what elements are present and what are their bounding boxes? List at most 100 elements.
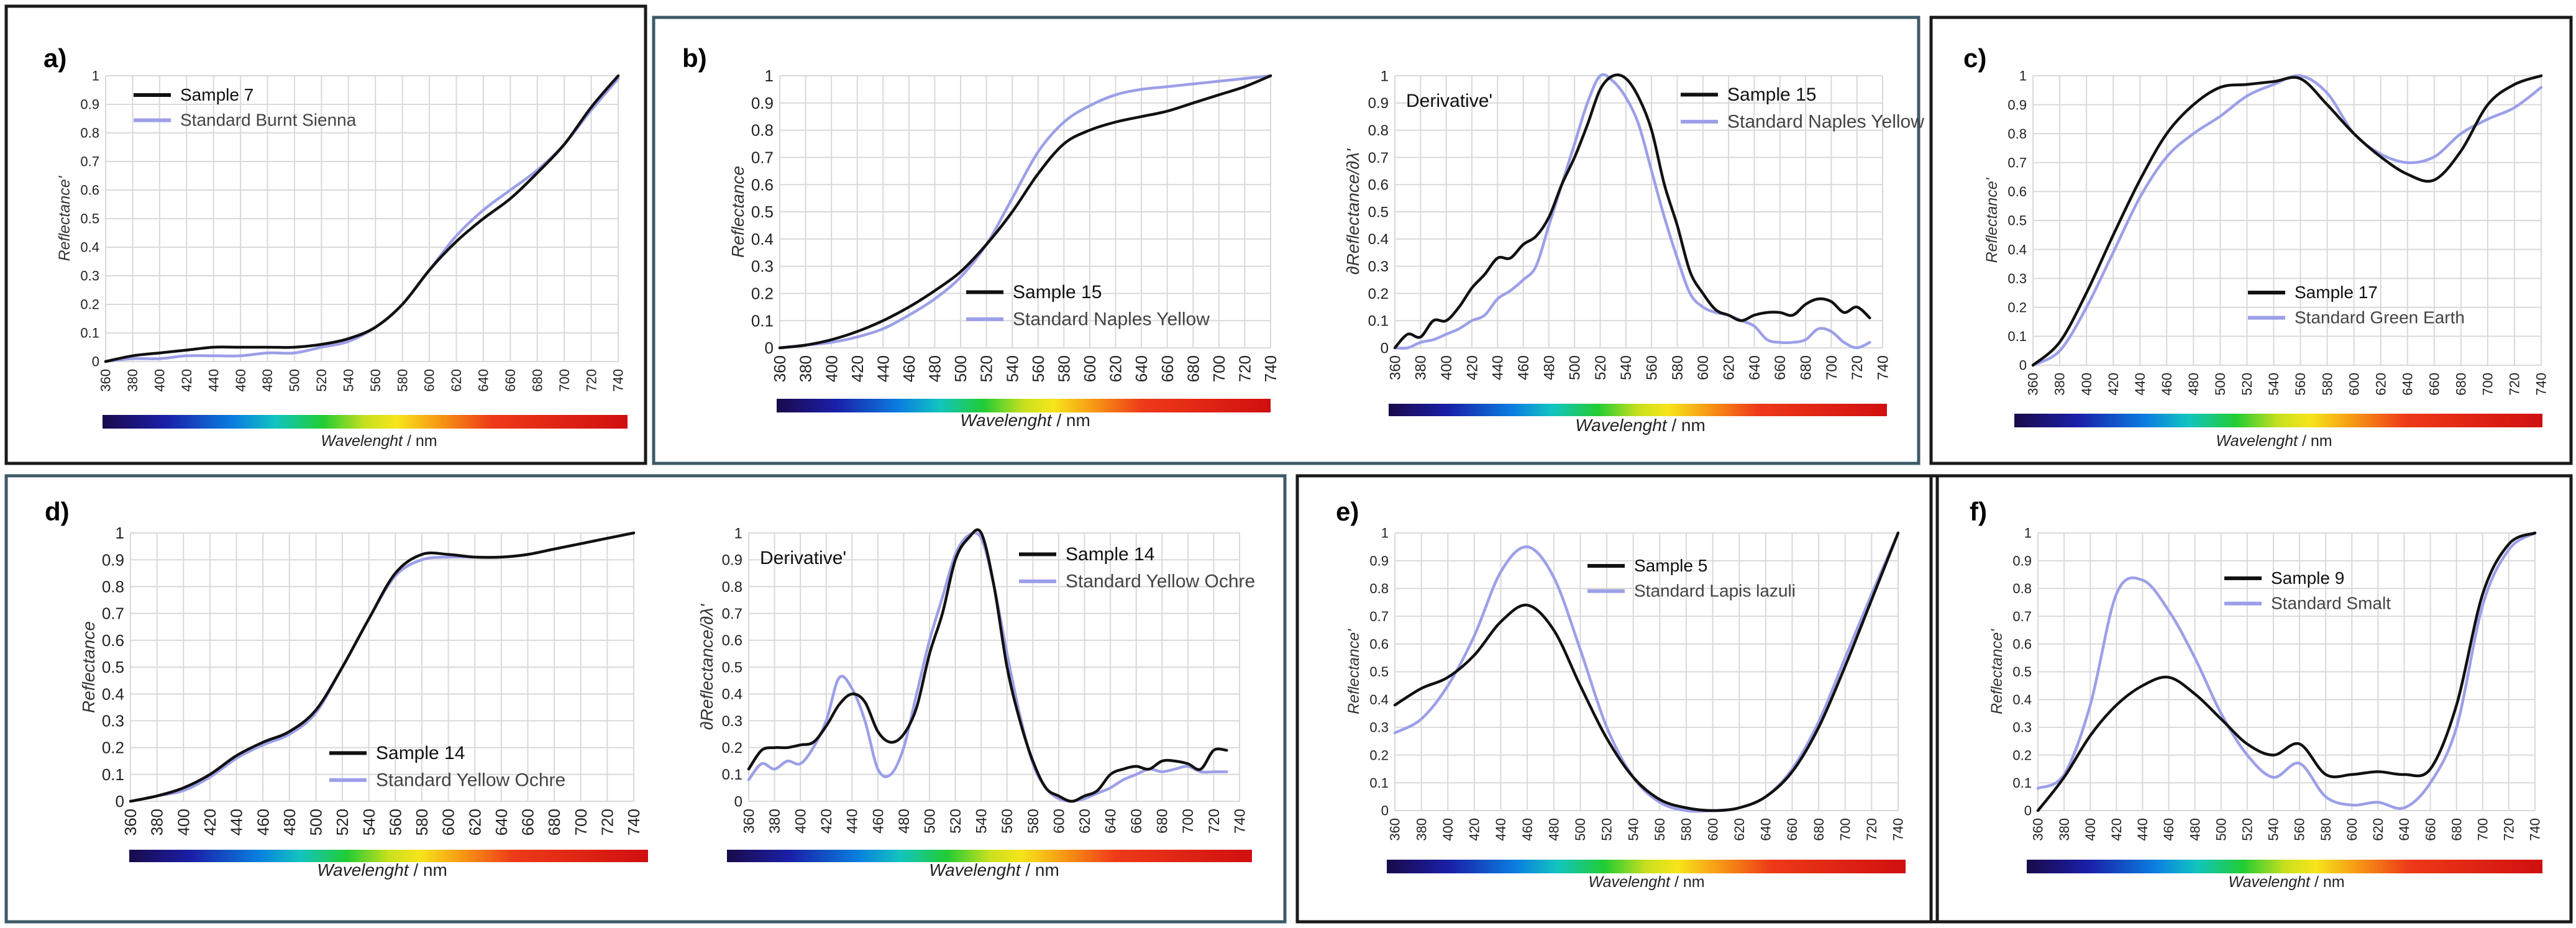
y-tick-label: 0.4 xyxy=(751,230,774,248)
x-tick-label: 740 xyxy=(2528,818,2543,841)
y-tick-label: 0.3 xyxy=(2012,720,2032,735)
y-tick-label: 0.7 xyxy=(722,606,742,622)
x-tick-label: 580 xyxy=(395,369,410,392)
x-tick-label: 720 xyxy=(2501,818,2517,841)
y-tick-label: 0.3 xyxy=(2007,271,2027,286)
x-tick-label: 540 xyxy=(1625,818,1641,841)
y-tick-label: 1 xyxy=(734,525,742,542)
x-tick-label: 360 xyxy=(1387,818,1403,841)
x-tick-label: 420 xyxy=(818,809,835,834)
y-tick-label: 0.1 xyxy=(2007,329,2027,344)
x-tick-label: 660 xyxy=(519,809,537,835)
x-tick-label: 440 xyxy=(874,355,892,382)
legend-label: Standard Yellow Ochre xyxy=(1066,571,1255,592)
series-standard-line xyxy=(2031,74,2543,367)
x-tick-label: 660 xyxy=(1772,355,1789,380)
y-tick-label: 0.4 xyxy=(102,685,124,703)
spectrum-bar xyxy=(1389,404,1887,416)
spectrum-bar xyxy=(1387,860,1906,873)
y-tick-label: 0.5 xyxy=(722,659,742,676)
x-tick-label: 580 xyxy=(1054,355,1073,382)
legend-label: Sample 15 xyxy=(1727,84,1816,105)
x-tick-label: 740 xyxy=(1875,355,1891,380)
x-axis-label: Wavelenght / nm xyxy=(960,411,1090,430)
x-tick-label: 440 xyxy=(1493,818,1509,841)
x-tick-label: 420 xyxy=(1467,818,1482,841)
series-sample-line xyxy=(104,74,620,363)
x-tick-label: 660 xyxy=(2423,818,2438,841)
x-tick-label: 720 xyxy=(1206,809,1223,834)
y-tick-label: 0.3 xyxy=(722,713,742,730)
x-axis-label: Wavelenght / nm xyxy=(321,432,437,450)
frame-a xyxy=(4,4,647,465)
y-tick-label: 1 xyxy=(765,66,774,85)
y-tick-label: 1 xyxy=(2024,525,2032,541)
legend-label: Sample 15 xyxy=(1013,282,1102,303)
y-tick-label: 0.8 xyxy=(102,578,124,596)
x-tick-label: 680 xyxy=(1154,809,1171,834)
y-tick-label: 0.2 xyxy=(2012,747,2032,763)
y-tick-label: 0.1 xyxy=(722,767,742,783)
x-axis-label: Wavelenght / nm xyxy=(317,860,447,880)
legend-label: Standard Naples Yellow xyxy=(1727,112,1924,132)
x-tick-label: 500 xyxy=(287,369,303,392)
panel-label-c: c) xyxy=(1963,43,1986,73)
x-tick-label: 680 xyxy=(529,369,545,392)
x-tick-label: 680 xyxy=(545,809,564,835)
x-tick-label: 680 xyxy=(2454,373,2469,396)
legend-label: Standard Yellow Ochre xyxy=(376,770,565,791)
y-tick-label: 0.7 xyxy=(1369,609,1389,624)
x-tick-label: 440 xyxy=(1490,355,1507,380)
x-tick-label: 520 xyxy=(2240,818,2255,841)
y-tick-label: 0.4 xyxy=(80,240,99,255)
x-tick-label: 540 xyxy=(360,809,378,835)
x-tick-label: 740 xyxy=(624,809,643,835)
x-tick-label: 640 xyxy=(1132,355,1151,382)
x-tick-label: 620 xyxy=(1732,818,1747,841)
x-tick-label: 720 xyxy=(598,809,616,835)
x-tick-label: 600 xyxy=(1695,355,1712,380)
series-sample-line xyxy=(747,528,1228,803)
x-tick-label: 640 xyxy=(1747,355,1763,380)
panel-label-f: f) xyxy=(1970,497,1987,526)
y-tick-label: 0 xyxy=(765,339,774,357)
legend-label: Standard Naples Yellow xyxy=(1013,309,1210,330)
x-tick-label: 560 xyxy=(2293,373,2308,396)
x-tick-label: 380 xyxy=(2057,818,2072,841)
x-tick-label: 740 xyxy=(1891,818,1906,841)
x-tick-label: 420 xyxy=(201,809,219,835)
chart-a: 0 0.1 0.2 0.3 0.4 0.5 0.6 0.7 0.8 0.9 1 360 380 400 42… xyxy=(56,68,628,450)
x-tick-label: 580 xyxy=(2319,373,2335,396)
y-tick-label: 0.9 xyxy=(1369,553,1389,568)
x-tick-label: 560 xyxy=(1029,355,1048,382)
y-tick-label: 0.5 xyxy=(80,211,99,227)
x-tick-label: 460 xyxy=(870,809,887,834)
x-tick-label: 500 xyxy=(307,809,326,835)
y-tick-label: 0.1 xyxy=(2012,775,2032,791)
x-tick-label: 600 xyxy=(1705,818,1720,841)
y-tick-label: 0.3 xyxy=(751,257,774,276)
legend-label: Standard Burnt Sienna xyxy=(180,111,357,130)
x-tick-label: 640 xyxy=(492,809,511,835)
x-tick-label: 640 xyxy=(2400,373,2415,396)
y-tick-label: 0.5 xyxy=(751,202,774,221)
legend-label: Standard Smalt xyxy=(2271,594,2391,613)
y-tick-label: 0.2 xyxy=(102,739,124,757)
x-tick-label: 700 xyxy=(1837,818,1853,841)
y-tick-label: 0.7 xyxy=(2012,609,2032,624)
x-tick-label: 620 xyxy=(449,369,464,392)
series-sample-line xyxy=(1393,73,1871,350)
x-tick-label: 540 xyxy=(1618,355,1635,380)
x-tick-label: 600 xyxy=(439,809,458,835)
y-axis-label: Reflectance xyxy=(728,166,747,258)
spectrum-bar xyxy=(777,399,1271,412)
x-tick-label: 400 xyxy=(2083,818,2098,841)
x-tick-label: 500 xyxy=(921,809,938,834)
x-tick-label: 680 xyxy=(2449,818,2464,841)
x-tick-label: 580 xyxy=(2318,818,2334,841)
x-tick-label: 500 xyxy=(1567,355,1584,380)
y-tick-label: 0.3 xyxy=(1368,258,1389,275)
x-tick-label: 700 xyxy=(1210,355,1228,382)
y-tick-label: 0.4 xyxy=(2012,692,2032,707)
x-tick-label: 440 xyxy=(227,809,246,835)
